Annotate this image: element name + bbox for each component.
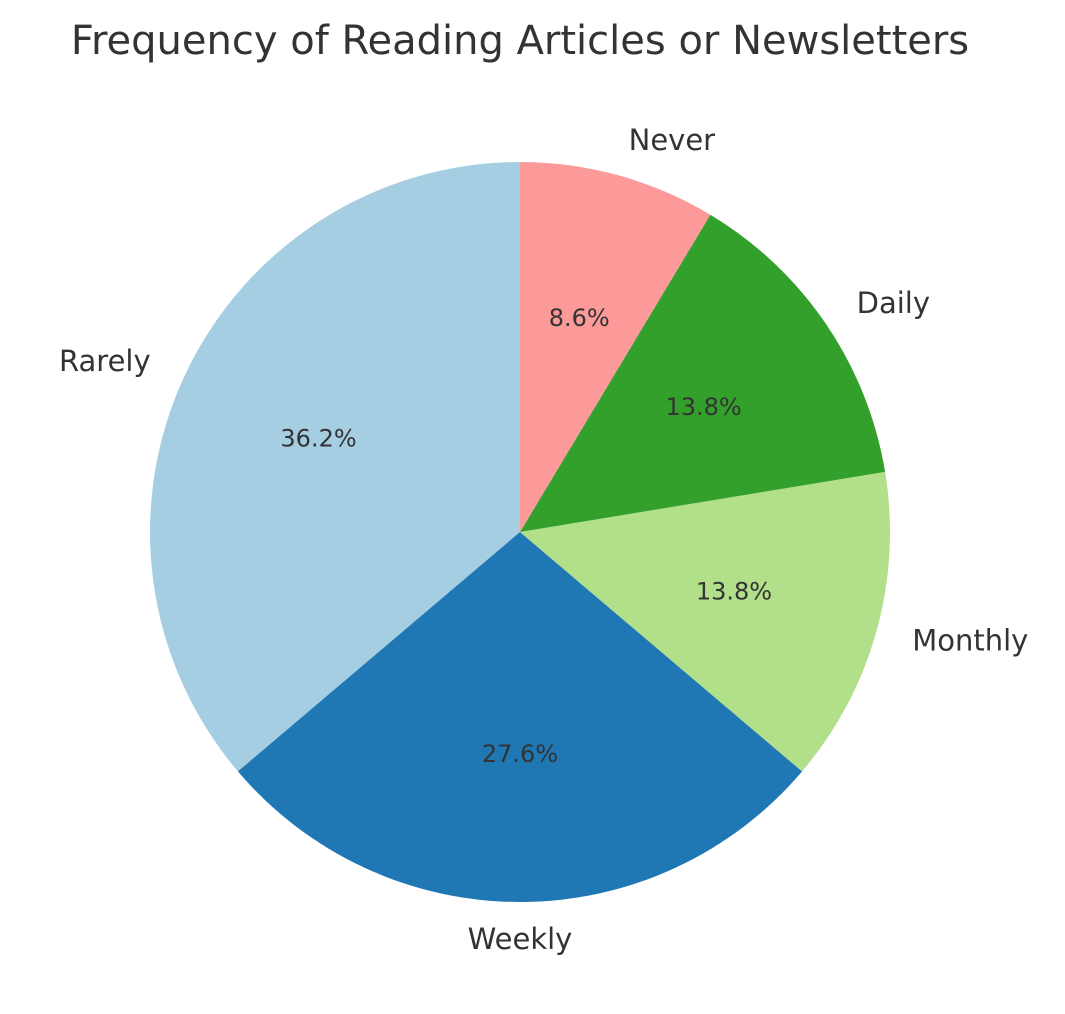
chart-title: Frequency of Reading Articles or Newslet…: [71, 18, 969, 64]
pie-slice-monthly: [520, 471, 890, 772]
slice-percent-rarely: 36.2%: [280, 425, 356, 453]
pie-slices: [150, 162, 890, 903]
slice-percent-daily: 13.8%: [665, 393, 741, 421]
slice-percent-weekly: 27.6%: [482, 740, 558, 768]
pie-slice-daily: [520, 214, 886, 532]
pie-slice-never: [520, 162, 711, 532]
slice-label-weekly: Weekly: [468, 922, 573, 956]
slice-percent-never: 8.6%: [549, 304, 610, 332]
slice-label-rarely: Rarely: [59, 344, 151, 378]
slice-label-monthly: Monthly: [912, 624, 1028, 658]
pie-labels: Rarely 36.2% Weekly 27.6% Monthly 13.8% Daily 1…: [59, 123, 1028, 956]
slice-label-daily: Daily: [857, 286, 930, 320]
pie-slice-weekly: [237, 532, 803, 903]
slice-percent-monthly: 13.8%: [696, 577, 772, 605]
slice-label-never: Never: [629, 123, 716, 157]
pie-slice-rarely: [150, 162, 520, 772]
